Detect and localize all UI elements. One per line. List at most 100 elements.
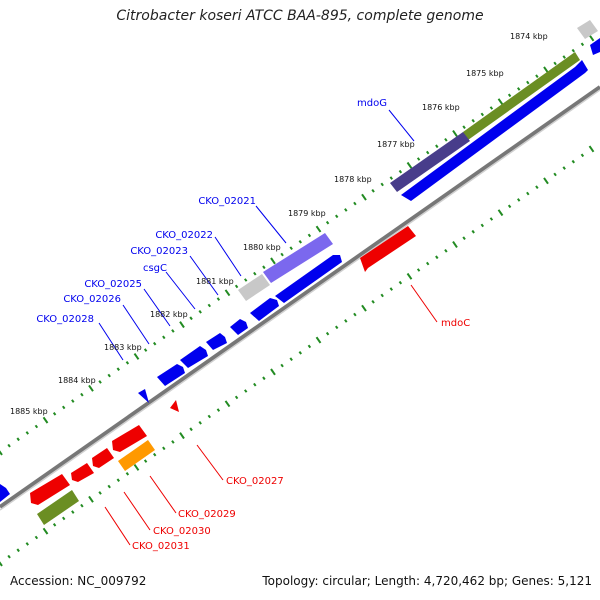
minor-tick	[435, 144, 439, 149]
feature-orange-CKO_02029[interactable]	[118, 440, 155, 471]
callout-CKO_02031	[104, 506, 131, 546]
minor-tick	[25, 431, 29, 435]
major-tick	[315, 336, 322, 344]
gene-label-CKO_02025[interactable]: CKO_02025	[84, 279, 142, 290]
gene-CKO_02023-arrow[interactable]	[230, 319, 248, 335]
gene-label-mdoG[interactable]: mdoG	[357, 98, 387, 109]
minor-tick	[71, 510, 75, 514]
minor-tick	[98, 380, 102, 384]
minor-tick	[334, 325, 339, 330]
minor-tick	[198, 421, 202, 425]
gene-label-CKO_02027[interactable]: CKO_02027	[226, 476, 284, 487]
gene-CKO_02022-arrow[interactable]	[250, 298, 279, 321]
minor-tick	[253, 271, 257, 276]
gene-fwd-arrow-edge[interactable]	[590, 38, 600, 55]
backbone-highlight	[0, 89, 600, 511]
minor-tick	[207, 414, 211, 419]
minor-tick	[416, 268, 421, 272]
feature-olive-lower[interactable]	[37, 490, 79, 525]
minor-tick	[52, 412, 57, 416]
minor-tick	[253, 382, 257, 387]
gene-label-CKO_02021[interactable]: CKO_02021	[198, 196, 256, 207]
feature-purple-mdoG[interactable]	[390, 132, 470, 192]
callout-CKO_02023	[189, 255, 219, 296]
gene-label-CKO_02026[interactable]: CKO_02026	[63, 294, 121, 305]
major-tick	[179, 432, 185, 440]
gene-CKO_02026-arrow[interactable]	[157, 364, 185, 386]
ruler-label: 1883 kbp	[104, 343, 142, 352]
minor-tick	[516, 198, 521, 202]
minor-tick	[280, 252, 284, 257]
minor-tick	[580, 42, 585, 47]
ruler-label: 1882 kbp	[150, 310, 188, 319]
gene-label-CKO_02028[interactable]: CKO_02028	[36, 314, 94, 325]
minor-tick	[444, 138, 448, 142]
callout-CKO_02028	[98, 322, 124, 361]
callout-CKO_02027	[196, 444, 224, 481]
callout-CKO_02025	[143, 288, 171, 327]
minor-tick	[416, 157, 421, 161]
minor-tick	[480, 223, 485, 228]
minor-tick	[371, 300, 375, 304]
minor-tick	[325, 331, 330, 336]
ruler-label: 1879 kbp	[288, 209, 326, 218]
major-tick	[452, 241, 458, 248]
ruler-label: 1880 kbp	[243, 243, 281, 252]
feature-grey-edge[interactable]	[577, 20, 598, 39]
gene-CKO_02029-arrow[interactable]	[112, 425, 147, 452]
gene-CKO_02027-arrow[interactable]	[170, 400, 179, 412]
gene-label-csgC[interactable]: csgC	[143, 263, 167, 274]
minor-tick	[462, 236, 466, 240]
major-tick	[0, 561, 3, 567]
minor-tick	[216, 297, 221, 301]
gene-mdoC-arrow[interactable]	[360, 226, 416, 272]
minor-tick	[344, 208, 348, 212]
ruler-label: 1876 kbp	[422, 103, 460, 112]
gene-label-CKO_02031[interactable]: CKO_02031	[132, 541, 190, 552]
minor-tick	[125, 472, 130, 476]
minor-tick	[353, 312, 357, 317]
gene-label-CKO_02030[interactable]: CKO_02030	[153, 526, 211, 537]
minor-tick	[7, 554, 11, 559]
gene-CKO_02021-arrow[interactable]	[275, 255, 342, 303]
major-tick	[42, 416, 49, 424]
gene-label-CKO_02029[interactable]: CKO_02029	[178, 509, 236, 520]
minor-tick	[535, 74, 539, 78]
minor-tick	[507, 204, 512, 209]
ruler-label: 1877 kbp	[377, 140, 415, 149]
minor-tick	[398, 280, 403, 285]
major-tick	[361, 193, 367, 201]
accession-text: Accession: NC_009792	[10, 574, 147, 588]
minor-tick	[7, 443, 11, 448]
major-tick	[497, 98, 504, 106]
minor-tick	[471, 229, 475, 234]
feature-olive-upper[interactable]	[463, 52, 580, 140]
major-tick	[270, 368, 276, 376]
minor-tick	[580, 153, 585, 158]
major-tick	[406, 161, 413, 169]
outer-tick-row	[0, 34, 595, 456]
gene-CKO_02025-arrow[interactable]	[180, 346, 208, 368]
minor-tick	[516, 87, 521, 91]
gene-CKO_02028-arrow[interactable]	[138, 389, 149, 403]
gene-label-CKO_02022[interactable]: CKO_02022	[155, 230, 213, 241]
gene-CKO_02031a-arrow[interactable]	[71, 463, 94, 482]
gene-fwd-arrow-left[interactable]	[0, 484, 10, 502]
gene-CKO_02031b-arrow[interactable]	[30, 474, 70, 505]
minor-tick	[162, 335, 166, 340]
minor-tick	[280, 363, 284, 368]
minor-tick	[444, 249, 448, 253]
major-tick	[315, 225, 322, 233]
gene-label-CKO_02023[interactable]: CKO_02023	[130, 246, 188, 257]
inner-tick-row	[0, 145, 595, 567]
gene-CKO_02030-arrow[interactable]	[92, 448, 114, 468]
feature-lavender-CKO_02021[interactable]	[263, 233, 333, 283]
callout-csgC	[165, 271, 196, 310]
gene-csgC-arrow[interactable]	[206, 333, 227, 350]
minor-tick	[425, 150, 430, 155]
minor-tick	[71, 399, 75, 403]
gene-mdoG-arrow[interactable]	[401, 60, 588, 201]
minor-tick	[244, 389, 248, 393]
feature-grey-upper[interactable]	[238, 274, 270, 301]
gene-label-mdoC[interactable]: mdoC	[441, 318, 470, 329]
